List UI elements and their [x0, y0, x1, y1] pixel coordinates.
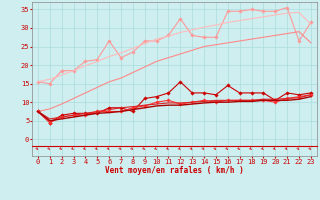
X-axis label: Vent moyen/en rafales ( km/h ): Vent moyen/en rafales ( km/h ) [105, 166, 244, 175]
